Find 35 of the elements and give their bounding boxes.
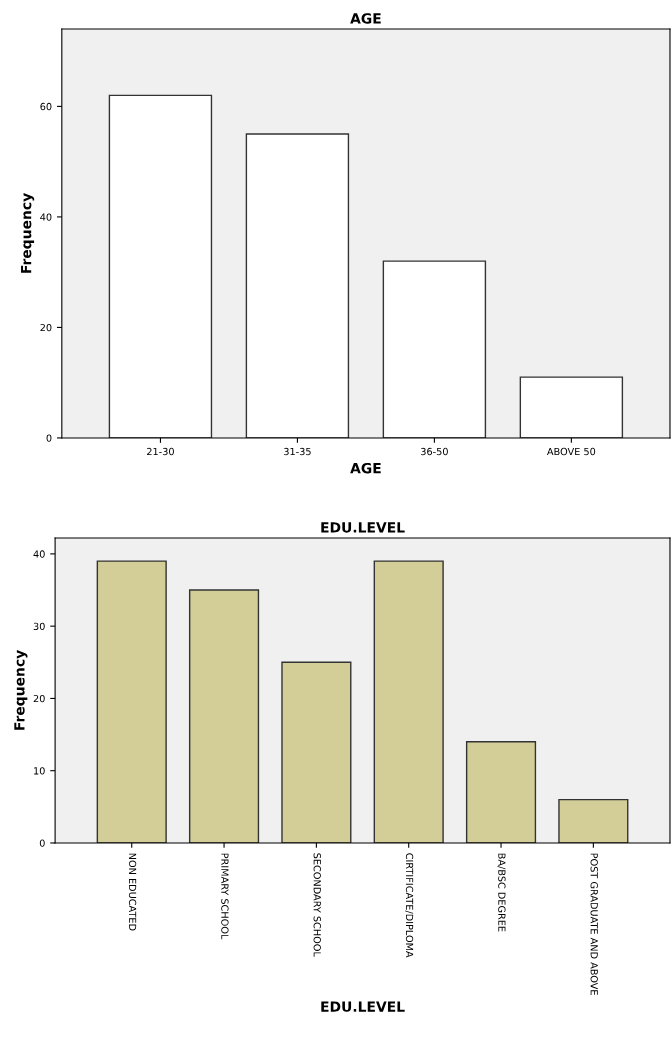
bar bbox=[245, 133, 350, 438]
x-tick-label: ABOVE 50 bbox=[546, 447, 596, 456]
chart-title: AGE bbox=[350, 13, 381, 24]
y-tick-label: 30 bbox=[33, 622, 45, 630]
x-tick-label: NON EDUCATED bbox=[128, 853, 137, 931]
bar bbox=[558, 798, 629, 843]
bar bbox=[465, 741, 537, 843]
x-tick-label: CIRTIFICATE/DIPLOMA bbox=[405, 853, 414, 958]
x-tick-label: 31-35 bbox=[284, 447, 311, 456]
bar bbox=[519, 376, 624, 438]
y-axis-title: Frequency bbox=[14, 650, 28, 730]
y-tick-label: 0 bbox=[46, 434, 52, 442]
x-axis-title: AGE bbox=[350, 462, 381, 474]
y-tick-label: 20 bbox=[40, 323, 52, 332]
y-tick-label: 40 bbox=[40, 213, 52, 221]
x-tick-label: POST GRADUATE AND ABOVE bbox=[590, 853, 598, 995]
y-tick-label: 10 bbox=[34, 767, 45, 775]
y-tick-label: 20 bbox=[33, 694, 45, 703]
bar bbox=[373, 560, 444, 843]
x-tick-label: 36-50 bbox=[421, 447, 448, 456]
x-tick-label: 21-30 bbox=[147, 447, 174, 456]
bar bbox=[96, 560, 167, 843]
bar bbox=[108, 94, 213, 438]
y-tick-label: 0 bbox=[39, 839, 45, 847]
chart-title: EDU.LEVEL bbox=[321, 522, 405, 533]
x-tick-label: PRIMARY SCHOOL bbox=[221, 853, 229, 940]
y-tick-label: 40 bbox=[33, 550, 45, 558]
bar bbox=[281, 661, 352, 843]
y-axis-title: Frequency bbox=[21, 193, 35, 273]
x-axis-title: EDU.LEVEL bbox=[321, 1001, 405, 1012]
bar bbox=[188, 589, 260, 843]
x-tick-label: BA/BSC DEGREE bbox=[497, 853, 506, 932]
y-tick-label: 60 bbox=[40, 102, 52, 111]
x-tick-label: SECONDARY SCHOOL bbox=[313, 853, 321, 957]
bar bbox=[382, 260, 487, 438]
